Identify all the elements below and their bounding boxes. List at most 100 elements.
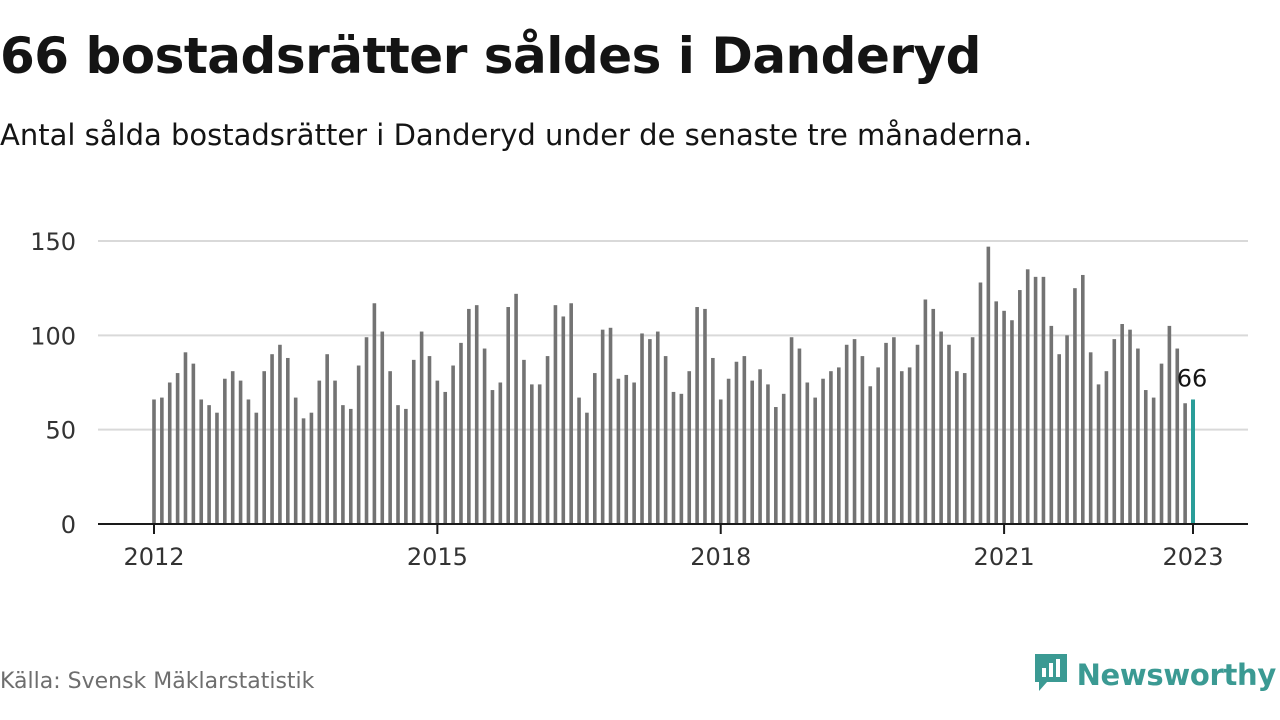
newsworthy-logo-icon: [1033, 652, 1069, 698]
bar: [947, 344, 951, 524]
bar: [907, 367, 912, 524]
bar: [860, 356, 865, 524]
bar: [443, 391, 448, 524]
y-axis-ticks: 0 50 100 150: [30, 228, 76, 539]
bar: [923, 299, 928, 524]
bar: [223, 378, 227, 524]
bar: [561, 316, 566, 524]
bar: [1120, 324, 1124, 524]
bar: [852, 339, 857, 524]
brand-name: Newsworthy: [1076, 658, 1277, 692]
bar: [199, 399, 204, 524]
bar: [1018, 290, 1022, 524]
bar: [1183, 403, 1187, 524]
bar: [648, 339, 652, 524]
bar: [1049, 325, 1054, 524]
bar: [427, 356, 432, 524]
x-tick-label: 2018: [690, 543, 751, 571]
bar: [695, 307, 699, 524]
bar: [364, 337, 369, 524]
y-tick-label: 100: [30, 322, 76, 350]
bar: [207, 405, 211, 524]
bar: [569, 303, 573, 524]
bar: [703, 308, 707, 524]
bar: [687, 371, 692, 524]
bar: [1112, 339, 1117, 524]
bar: [348, 408, 353, 524]
x-tick-label: 2023: [1162, 543, 1223, 571]
bar: [482, 348, 487, 524]
bar: [892, 337, 896, 524]
bar: [868, 386, 873, 524]
bar: [341, 405, 345, 524]
bar: [931, 308, 936, 524]
bar: [160, 397, 164, 524]
bar: [939, 331, 943, 524]
bar: [829, 371, 833, 524]
bar: [742, 356, 747, 524]
bar: [1136, 348, 1140, 524]
bar: [1025, 269, 1030, 524]
last-value-label: 66: [1177, 364, 1208, 392]
bar: [356, 365, 361, 524]
bar: [467, 308, 471, 524]
bar: [1143, 390, 1148, 524]
bar: [766, 384, 770, 524]
bar: [600, 329, 605, 524]
bar: [1159, 363, 1164, 524]
y-tick-label: 0: [61, 511, 76, 539]
bar: [262, 371, 266, 524]
bar: [899, 371, 904, 524]
bar: [1096, 384, 1101, 524]
bar: [616, 378, 621, 524]
bar: [183, 352, 188, 524]
bar: [191, 363, 196, 524]
bar: [986, 246, 991, 524]
y-tick-label: 50: [45, 417, 76, 445]
bar: [404, 408, 408, 524]
bar: [962, 373, 967, 524]
bar: [1033, 276, 1038, 524]
bar: [278, 344, 282, 524]
bar: [254, 412, 259, 524]
bar: [514, 293, 518, 524]
bars: [152, 246, 1195, 524]
x-tick-label: 2021: [974, 543, 1035, 571]
brand-logo: Newsworthy: [1033, 652, 1276, 698]
bar: [230, 371, 235, 524]
bar: [640, 333, 644, 524]
bar: [459, 342, 463, 524]
x-axis-ticks: 2012 2015 2018 2021 2023: [123, 524, 1224, 571]
bar: [844, 344, 849, 524]
bar: [915, 344, 920, 524]
bar: [884, 342, 888, 524]
bar: [411, 359, 416, 524]
bar: [671, 391, 676, 524]
bar: [435, 380, 440, 524]
bar: [1057, 354, 1061, 524]
bar: [718, 399, 723, 524]
bar: [750, 380, 755, 524]
bar: [608, 327, 613, 524]
bar: [333, 380, 337, 524]
bar: [474, 305, 479, 524]
bar: [1088, 352, 1093, 524]
bar: [396, 405, 400, 524]
bar: [1175, 348, 1180, 524]
chart-subtitle: Antal sålda bostadsrätter i Danderyd und…: [0, 118, 1033, 152]
y-tick-label: 150: [30, 228, 76, 256]
bar: [813, 397, 817, 524]
bar: [246, 399, 251, 524]
bar: [1167, 325, 1172, 524]
bar: [797, 348, 802, 524]
bar: [498, 382, 503, 524]
bar: [522, 359, 526, 524]
bar: [1081, 274, 1085, 524]
bar: [1151, 397, 1156, 524]
bar: [553, 305, 558, 524]
bar: [774, 407, 778, 524]
bar: [167, 382, 172, 524]
bar: [1002, 310, 1006, 524]
bar: [711, 357, 715, 524]
bar: [325, 354, 329, 524]
